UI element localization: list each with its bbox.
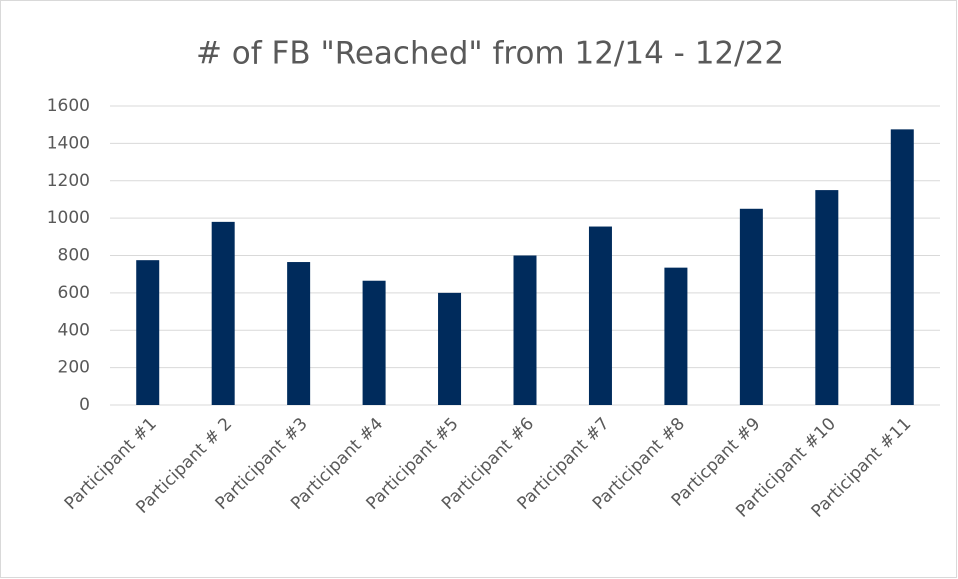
y-tick-label: 1000: [47, 208, 90, 228]
bar: [211, 221, 235, 405]
y-tick-label: 0: [79, 395, 90, 415]
y-tick-label: 400: [58, 320, 90, 340]
y-tick-label: 1400: [47, 133, 90, 153]
bar: [739, 208, 763, 405]
bar: [287, 262, 311, 405]
y-tick-label: 800: [58, 246, 90, 266]
bar: [815, 190, 839, 405]
y-tick-label: 1200: [47, 171, 90, 191]
bar: [438, 292, 462, 405]
y-tick-label: 1600: [47, 96, 90, 116]
bar: [890, 129, 914, 405]
bar: [136, 260, 160, 405]
chart-title: # of FB "Reached" from 12/14 - 12/22: [196, 36, 784, 72]
bar: [362, 280, 386, 405]
bar: [588, 226, 612, 405]
y-tick-label: 600: [58, 283, 90, 303]
y-tick-label: 200: [58, 358, 90, 378]
bar: [664, 267, 688, 405]
bar: [513, 255, 537, 405]
